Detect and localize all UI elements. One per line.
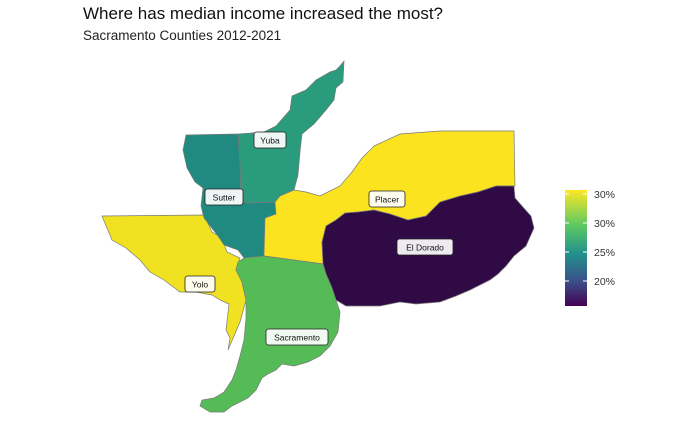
label-el-dorado: El Dorado: [396, 238, 454, 256]
label-sutter: Sutter: [204, 188, 244, 206]
county-yolo[interactable]: [101, 214, 247, 351]
legend-tick-4: 20%: [594, 276, 615, 288]
svg-text:Placer: Placer: [375, 195, 399, 205]
svg-text:Yuba: Yuba: [260, 136, 280, 146]
legend-tick-1: 30%: [594, 189, 615, 201]
label-sacramento: Sacramento: [265, 328, 329, 346]
label-yuba: Yuba: [253, 131, 287, 149]
label-placer: Placer: [368, 190, 406, 208]
legend: 30% 30% 25% 20%: [565, 189, 615, 306]
svg-text:Yolo: Yolo: [192, 280, 209, 290]
map-title: Where has median income increased the mo…: [83, 4, 444, 23]
label-yolo: Yolo: [184, 275, 216, 293]
svg-text:Sacramento: Sacramento: [274, 333, 320, 343]
legend-colorbar: [565, 190, 587, 306]
legend-tick-2: 30%: [594, 218, 615, 230]
county-yuba[interactable]: [237, 59, 345, 204]
legend-tick-3: 25%: [594, 247, 615, 259]
map-subtitle: Sacramento Counties 2012-2021: [83, 28, 282, 43]
svg-text:Sutter: Sutter: [213, 193, 236, 203]
svg-text:El Dorado: El Dorado: [406, 243, 444, 253]
